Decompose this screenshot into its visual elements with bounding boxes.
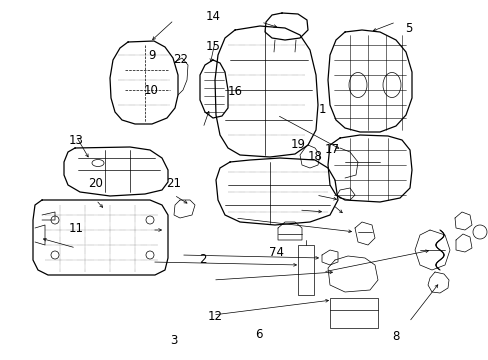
Text: 18: 18 bbox=[307, 150, 322, 163]
Text: 12: 12 bbox=[207, 310, 222, 323]
Text: 22: 22 bbox=[173, 53, 188, 66]
Text: 6: 6 bbox=[255, 328, 263, 341]
Text: 11: 11 bbox=[68, 222, 83, 235]
Text: 1: 1 bbox=[318, 103, 326, 116]
Text: 13: 13 bbox=[68, 134, 83, 147]
Text: 21: 21 bbox=[166, 177, 181, 190]
Text: 74: 74 bbox=[268, 246, 283, 258]
Text: 14: 14 bbox=[205, 10, 220, 23]
Text: 8: 8 bbox=[391, 330, 399, 343]
Text: 19: 19 bbox=[290, 138, 305, 150]
Text: 9: 9 bbox=[147, 49, 155, 62]
Text: 2: 2 bbox=[199, 253, 206, 266]
Text: 17: 17 bbox=[325, 143, 339, 156]
Text: 15: 15 bbox=[205, 40, 220, 53]
Text: 3: 3 bbox=[169, 334, 177, 347]
Text: 16: 16 bbox=[227, 85, 242, 98]
Text: 20: 20 bbox=[88, 177, 102, 190]
Text: 5: 5 bbox=[404, 22, 411, 35]
Text: 10: 10 bbox=[144, 84, 159, 96]
